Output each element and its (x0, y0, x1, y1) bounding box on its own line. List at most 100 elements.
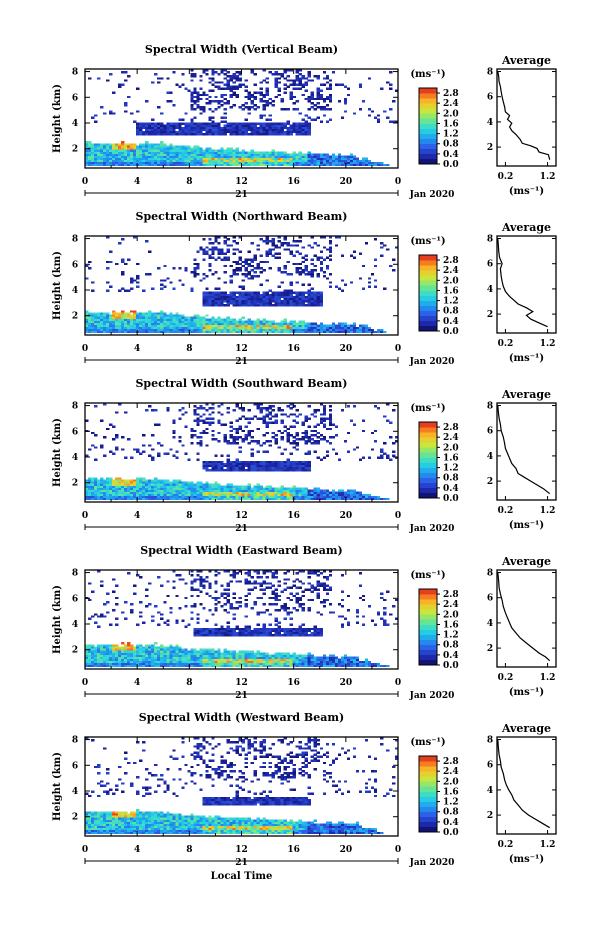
heatmap-cell (253, 108, 257, 111)
heatmap-cell (229, 487, 233, 490)
heatmap-cell (211, 403, 215, 406)
heatmap-cell (148, 157, 152, 161)
heatmap-cell (115, 644, 119, 647)
heatmap-cell (340, 161, 345, 165)
heatmap-cell (178, 145, 182, 148)
heatmap-cell (103, 662, 107, 666)
heatmap-cell (304, 495, 309, 499)
heatmap-cell (346, 328, 351, 332)
average-profile-line (497, 238, 548, 328)
heatmap-cell (193, 75, 197, 78)
panel-1: Spectral Width (Vertical Beam)2468Height… (52, 43, 557, 200)
heatmap-cell (331, 495, 336, 499)
heatmap-cell (355, 161, 360, 165)
heatmap-cell (316, 302, 321, 305)
heatmap-cell (235, 493, 239, 497)
heatmap-cell (91, 161, 95, 165)
heatmap-cell (124, 648, 128, 651)
heatmap-cell (295, 291, 299, 295)
heatmap-cell (274, 464, 278, 468)
heatmap-cell (247, 497, 251, 501)
heatmap-cell (232, 304, 236, 307)
heatmap-cell (307, 108, 312, 111)
heatmap-cell (253, 299, 257, 303)
heatmap-cell (283, 462, 287, 466)
heatmap-cell (232, 460, 236, 464)
heatmap-cell (229, 302, 233, 305)
heatmap-cell (211, 132, 215, 136)
heatmap-cell (316, 97, 321, 101)
colorbar-segment (419, 118, 437, 124)
heatmap-cell (214, 295, 218, 299)
heatmap-cell (316, 77, 321, 80)
heatmap-cell (130, 153, 134, 156)
heatmap-cell (223, 291, 227, 295)
heatmap-cell (286, 304, 290, 307)
heatmap-cell (208, 423, 212, 426)
heatmap-cell (256, 122, 260, 125)
heatmap-cell (235, 297, 239, 301)
heatmap-cell (136, 623, 140, 626)
heatmap-cell (244, 85, 248, 88)
heatmap-cell (85, 487, 89, 490)
heatmap-cell (265, 99, 269, 103)
heatmap-cell (217, 161, 221, 165)
heatmap-cell (124, 493, 128, 497)
heatmap-cell (211, 155, 215, 158)
heatmap-cell (169, 155, 173, 158)
heatmap-cell (139, 652, 143, 655)
heatmap-cell (211, 324, 215, 328)
heatmap-cell (160, 495, 164, 499)
heatmap-cell (172, 161, 176, 165)
heatmap-cell (94, 481, 98, 484)
heatmap-cell (208, 256, 212, 259)
heatmap-cell (169, 312, 173, 315)
heatmap-cell (280, 436, 284, 439)
heatmap-cell (316, 116, 321, 119)
heatmap-cell (145, 157, 149, 161)
heatmap-cell (301, 493, 305, 497)
heatmap-cell (238, 436, 242, 439)
heatmap-cell (217, 130, 221, 134)
heatmap-cell (172, 314, 176, 317)
heatmap-cell (121, 652, 125, 655)
heatmap-cell (295, 495, 299, 499)
heatmap-cell (259, 495, 263, 499)
heatmap-cell (214, 246, 218, 249)
heatmap-cell (127, 479, 131, 482)
heatmap-cell (295, 438, 299, 441)
heatmap-cell (208, 149, 212, 152)
heatmap-cell (133, 316, 137, 319)
heatmap-cell (388, 421, 393, 424)
heatmap-cell (247, 106, 251, 109)
heatmap-cell (310, 79, 315, 82)
heatmap-cell (127, 95, 131, 99)
heatmap-cell (112, 652, 116, 655)
heatmap-cell (157, 485, 161, 488)
heatmap-cell (226, 322, 230, 325)
heatmap-cell (229, 95, 233, 99)
heatmap-cell (124, 617, 128, 620)
heatmap-cell (235, 405, 239, 408)
heatmap-cell (193, 91, 197, 95)
heatmap-cell (295, 297, 299, 301)
average-x-tick-label: 0.2 (498, 172, 514, 182)
heatmap-cell (301, 83, 305, 86)
heatmap-cell (364, 159, 369, 163)
heatmap-cell (94, 312, 98, 315)
heatmap-cell (274, 460, 278, 464)
heatmap-cell (88, 159, 92, 163)
heatmap-cell (91, 664, 95, 668)
heatmap-cell (220, 495, 224, 499)
heatmap-cell (325, 454, 330, 457)
heatmap-cell (310, 328, 315, 332)
heatmap-cell (283, 302, 287, 305)
heatmap-cell (208, 128, 212, 132)
heatmap-cell (298, 495, 302, 499)
heatmap-cell (262, 324, 266, 328)
heatmap-cell (163, 658, 167, 662)
heatmap-cell (208, 330, 212, 334)
heatmap-cell (226, 316, 230, 319)
heatmap-cell (223, 318, 227, 321)
heatmap-cell (298, 493, 302, 497)
